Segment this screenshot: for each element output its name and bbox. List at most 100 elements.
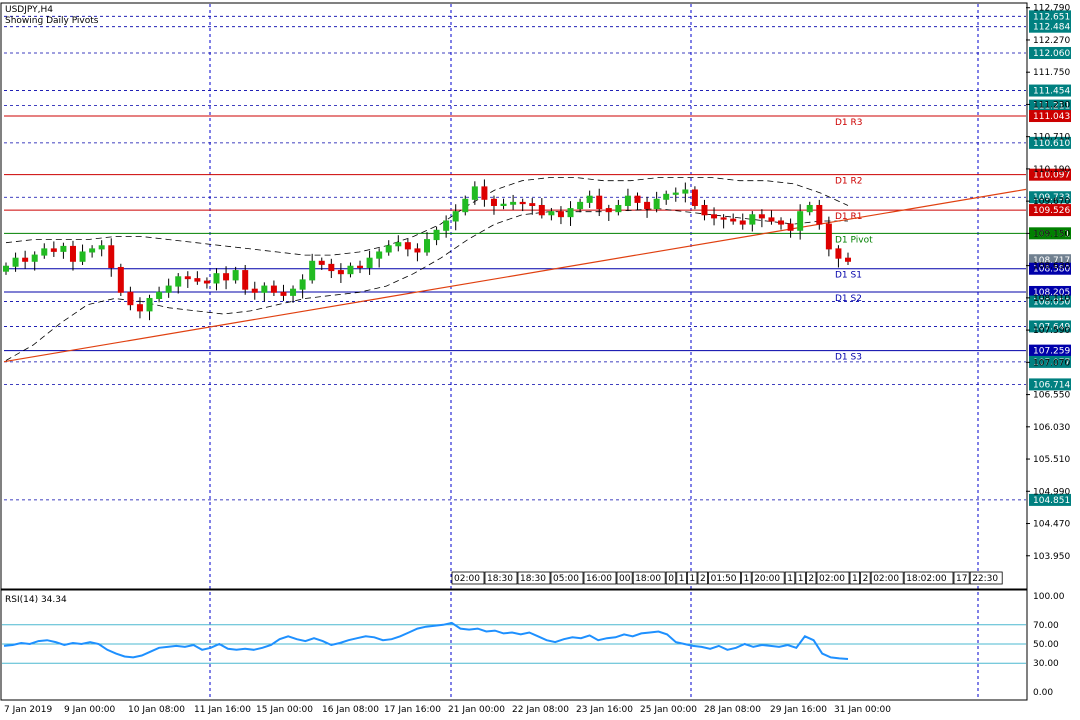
y-tick-label-8: 108.630 — [1033, 262, 1070, 272]
candle-42 — [404, 242, 411, 250]
candle-57 — [548, 211, 555, 216]
y-tick-label-0: 112.790 — [1033, 4, 1070, 14]
candle-49 — [471, 186, 478, 200]
candle-28 — [270, 285, 277, 293]
y-tick-label-14: 105.510 — [1033, 455, 1070, 465]
candle-22 — [213, 273, 220, 284]
price-tag-1 — [1029, 20, 1071, 33]
session-tag-label-7: 0 — [668, 574, 674, 584]
candle-81 — [778, 220, 785, 225]
candle-13 — [127, 291, 134, 306]
session-tag-label-15: 1 — [798, 574, 804, 584]
pivot-label-4: D1 S1 — [835, 271, 862, 281]
candle-75 — [720, 217, 727, 220]
bollinger-lower — [5, 208, 848, 361]
price-tag-5 — [1029, 110, 1071, 123]
candle-25 — [242, 270, 249, 290]
candle-65 — [624, 195, 631, 206]
candle-36 — [347, 265, 354, 275]
x-tick-label-11: 28 Jan 08:00 — [704, 705, 761, 715]
y-tick-label-11: 107.070 — [1033, 358, 1070, 368]
candle-77 — [739, 220, 746, 225]
y-tick-label-1: 112.270 — [1033, 36, 1070, 46]
price-tag-6 — [1029, 136, 1071, 149]
session-tag-6 — [632, 571, 666, 585]
candle-46 — [443, 220, 450, 231]
candle-11 — [108, 245, 115, 268]
candle-62 — [596, 195, 603, 210]
session-tag-0 — [451, 571, 485, 585]
candle-40 — [385, 245, 392, 253]
candle-1 — [12, 257, 19, 267]
price-tag-label-14: 108.050 — [1033, 298, 1070, 308]
session-tag-9 — [687, 571, 698, 585]
price-tag-8 — [1029, 191, 1071, 204]
candle-21 — [203, 280, 210, 284]
price-tag-2 — [1029, 46, 1071, 59]
candle-27 — [261, 285, 268, 293]
candle-56 — [538, 204, 545, 216]
session-tag-label-18: 1 — [852, 574, 858, 584]
price-tag-label-16: 107.259 — [1033, 347, 1070, 357]
price-tag-13 — [1029, 285, 1071, 298]
session-tag-label-21: 18:02:00 — [906, 574, 947, 584]
candle-61 — [586, 195, 593, 203]
y-tick-label-10: 107.590 — [1033, 326, 1070, 336]
rsi-label: RSI(14) 34.34 — [5, 595, 67, 605]
candle-80 — [768, 217, 775, 222]
price-tag-12 — [1029, 262, 1071, 275]
candle-67 — [644, 201, 651, 210]
x-tick-label-0: 7 Jan 2019 — [4, 705, 52, 715]
candle-51 — [490, 198, 497, 206]
session-tag-label-1: 18:30 — [487, 574, 513, 584]
candle-5 — [50, 248, 57, 252]
session-tag-3 — [550, 571, 584, 585]
session-tag-20 — [870, 571, 904, 585]
price-tag-label-5: 111.043 — [1033, 112, 1070, 122]
y-tick-label-3: 111.230 — [1033, 100, 1070, 110]
y-tick-label-16: 104.470 — [1033, 520, 1070, 530]
candle-52 — [500, 203, 507, 206]
x-tick-label-13: 31 Jan 00:00 — [834, 705, 891, 715]
chart-title: USDJPY,H4 — [5, 5, 53, 15]
x-tick-label-8: 22 Jan 08:00 — [512, 705, 569, 715]
trendline — [3, 188, 1027, 363]
main-pane-frame — [0, 2, 1028, 590]
y-tick-label-2: 111.750 — [1033, 68, 1070, 78]
pivot-label-1: D1 R2 — [835, 177, 863, 187]
y-tick-label-17: 103.950 — [1033, 552, 1070, 562]
price-tag-label-17: 107.077 — [1033, 358, 1070, 368]
pivot-label-2: D1 R1 — [835, 212, 863, 222]
y-tick-label-13: 106.030 — [1033, 423, 1070, 433]
candle-10 — [98, 245, 105, 250]
session-tag-17 — [816, 571, 850, 585]
candle-35 — [337, 270, 344, 275]
rsi-tick-label-2: 50.00 — [1033, 640, 1059, 650]
candle-54 — [519, 201, 526, 205]
x-tick-label-12: 29 Jan 16:00 — [770, 705, 827, 715]
candle-24 — [232, 270, 239, 281]
x-tick-label-5: 16 Jan 08:00 — [322, 705, 379, 715]
price-tag-label-3: 111.454 — [1033, 87, 1070, 97]
candle-32 — [309, 260, 316, 281]
candle-4 — [41, 248, 48, 256]
x-tick-label-10: 25 Jan 00:00 — [640, 705, 697, 715]
candle-23 — [223, 273, 230, 281]
session-tag-5 — [616, 571, 633, 585]
session-tag-label-17: 02:00 — [819, 574, 845, 584]
session-tag-13 — [751, 571, 785, 585]
candle-39 — [376, 251, 383, 259]
session-tag-10 — [697, 571, 709, 585]
candle-78 — [749, 214, 756, 225]
candle-88 — [845, 257, 851, 262]
candle-55 — [529, 203, 536, 206]
rsi-tick-label-1: 70.00 — [1033, 621, 1059, 631]
x-tick-label-2: 10 Jan 08:00 — [128, 705, 185, 715]
price-tag-3 — [1029, 84, 1071, 97]
pivot-label-3: D1 Pivot — [835, 235, 873, 245]
candle-30 — [290, 288, 297, 296]
price-tag-label-6: 110.610 — [1033, 139, 1070, 149]
rsi-tick-label-0: 100.00 — [1033, 592, 1065, 602]
candle-44 — [424, 239, 430, 253]
